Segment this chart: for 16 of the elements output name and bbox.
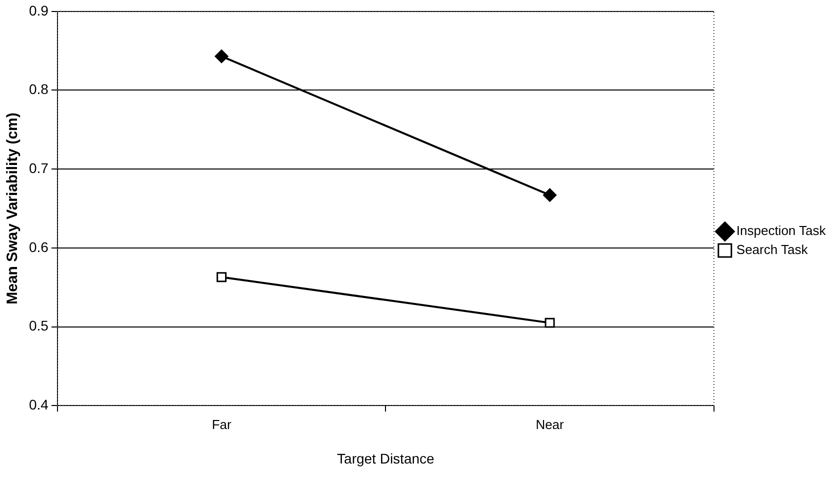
y-tick-label: 0.7 [28, 160, 49, 176]
point [543, 188, 557, 202]
y-axis-title: Mean Sway Variability (cm) [4, 112, 22, 304]
y-tick-label: 0.9 [28, 2, 49, 18]
x-tick-label: Far [212, 416, 232, 432]
y-tick-label: 0.6 [28, 238, 49, 255]
legend-label: Search Task [736, 242, 808, 258]
point [216, 272, 227, 282]
legend-label: Inspection Task [736, 223, 826, 238]
x-tick-label: Near [536, 416, 565, 432]
point [544, 318, 555, 328]
point [214, 50, 228, 64]
x-axis-title: Target Distance [337, 450, 435, 466]
y-tick-label: 0.8 [28, 81, 49, 98]
y-tick-label: 0.4 [28, 396, 49, 412]
y-tick-label: 0.5 [28, 318, 49, 334]
